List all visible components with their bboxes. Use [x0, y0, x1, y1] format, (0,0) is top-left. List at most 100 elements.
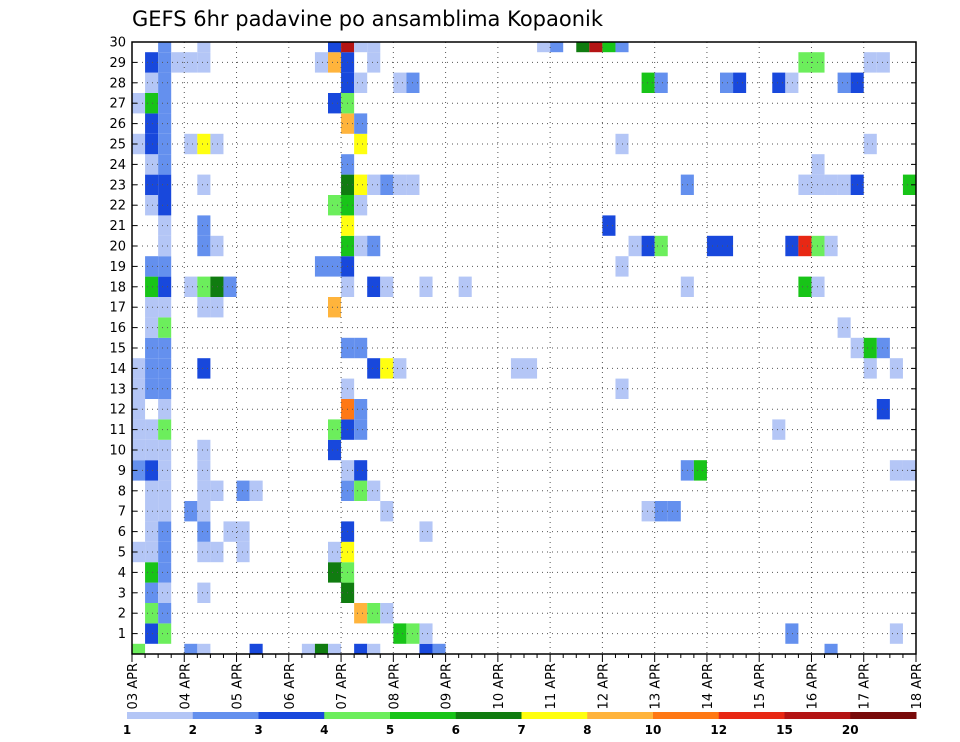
heatmap-cell [158, 521, 172, 542]
legend-swatch [850, 712, 917, 719]
heatmap-cell [393, 174, 407, 195]
heatmap-cell [158, 460, 172, 481]
heatmap-cell [158, 52, 172, 73]
y-tick-label: 16 [109, 321, 126, 336]
legend-label: 10 [645, 723, 662, 737]
heatmap-cell [902, 460, 916, 481]
x-tick-label: 12 APR [596, 663, 611, 709]
legend-swatch [390, 712, 457, 719]
heatmap-cell [419, 643, 433, 654]
heatmap-cell [145, 439, 159, 461]
heatmap-cell [210, 541, 224, 563]
heatmap-cell [354, 399, 368, 420]
y-tick-label: 25 [109, 138, 126, 153]
heatmap-cell [393, 358, 407, 379]
heatmap-cell [367, 174, 381, 195]
y-tick-label: 24 [109, 158, 126, 173]
heatmap-cell [158, 623, 172, 644]
heatmap-cell [393, 623, 407, 644]
heatmap-cell [641, 72, 655, 93]
y-tick-label: 13 [109, 382, 126, 397]
heatmap-cell [197, 52, 211, 73]
y-tick-label: 7 [118, 505, 126, 520]
heatmap-cell [197, 501, 211, 522]
heatmap-cell [145, 582, 159, 603]
heatmap-cell [393, 72, 407, 93]
heatmap-cell [798, 276, 812, 297]
legend-label: 8 [583, 723, 591, 737]
y-tick-label: 4 [118, 566, 126, 581]
heatmap-cell [158, 154, 172, 175]
heatmap-cell [328, 256, 342, 277]
legend-label: 20 [842, 723, 859, 737]
heatmap-cell [197, 235, 211, 257]
y-tick-label: 21 [109, 219, 126, 234]
colour-legend: 1 2 3 4 5 6 7 8 10 12 15 20 [123, 712, 917, 737]
heatmap-cell [367, 603, 381, 624]
y-tick-label: 29 [109, 56, 126, 71]
heatmap-cell [184, 276, 198, 297]
x-tick-label: 05 APR [231, 663, 246, 709]
heatmap-cell [145, 419, 159, 440]
heatmap-cell [367, 480, 381, 501]
heatmap-cell [249, 480, 263, 501]
heatmap-cell [197, 174, 211, 195]
y-tick-label: 3 [118, 586, 126, 601]
heatmap-cell [184, 52, 198, 73]
heatmap-cell [785, 623, 799, 644]
chart-title: GEFS 6hr padavine po ansamblima Kopaonik [132, 7, 604, 31]
heatmap-cell [132, 643, 146, 654]
heatmap-cell [354, 113, 368, 134]
y-tick-label: 6 [118, 525, 126, 540]
heatmap-cell [236, 541, 250, 563]
y-tick-label: 30 [109, 36, 126, 51]
x-tick-label: 11 APR [544, 663, 559, 709]
y-tick-label: 19 [109, 260, 126, 275]
heatmap-cell [145, 133, 159, 155]
heatmap-cell [354, 419, 368, 440]
heatmap-cell [733, 72, 747, 93]
heatmap-cell [158, 235, 172, 257]
y-tick-label: 18 [109, 280, 126, 295]
heatmap-cell [328, 52, 342, 73]
heatmap-cell [354, 72, 368, 93]
heatmap-cell [811, 276, 825, 297]
heatmap-cell [811, 235, 825, 257]
heatmap-cell [380, 358, 394, 379]
heatmap-cell [824, 235, 838, 257]
y-tick-label: 17 [109, 301, 126, 316]
heatmap-cell [184, 643, 198, 654]
legend-label: 4 [320, 723, 328, 737]
heatmap-cell [184, 133, 198, 155]
legend-swatch [324, 712, 391, 719]
y-tick-label: 14 [109, 362, 126, 377]
heatmap-cell [145, 541, 159, 563]
heatmap-cell [889, 460, 903, 481]
legend-label: 12 [710, 723, 727, 737]
heatmap-cell [132, 399, 146, 420]
heatmap-cell [314, 52, 328, 73]
legend-label: 6 [452, 723, 460, 737]
heatmap-cell [380, 603, 394, 624]
heatmap-cell [145, 623, 159, 644]
heatmap-cell [367, 276, 381, 297]
heatmap-cell [197, 582, 211, 603]
heatmap-cell [419, 276, 433, 297]
x-axis: 03 APR 04 APR 05 APR 06 APR 07 APR 08 APR 09 A… [126, 654, 925, 709]
heatmap-cell [328, 643, 342, 654]
heatmap-cell [301, 643, 315, 654]
heatmap-cell [158, 603, 172, 624]
legend-swatch [587, 712, 654, 719]
heatmap-cell [419, 521, 433, 542]
heatmap-cell [354, 480, 368, 501]
heatmap-cell [236, 521, 250, 542]
legend-swatch [258, 712, 325, 719]
heatmap-cell [889, 358, 903, 379]
heatmap-cell [145, 297, 159, 318]
heatmap-cell [145, 195, 159, 216]
heatmap-cell [197, 358, 211, 379]
heatmap-cell [132, 133, 146, 155]
y-tick-label: 9 [118, 464, 126, 479]
heatmap-cell [380, 501, 394, 522]
